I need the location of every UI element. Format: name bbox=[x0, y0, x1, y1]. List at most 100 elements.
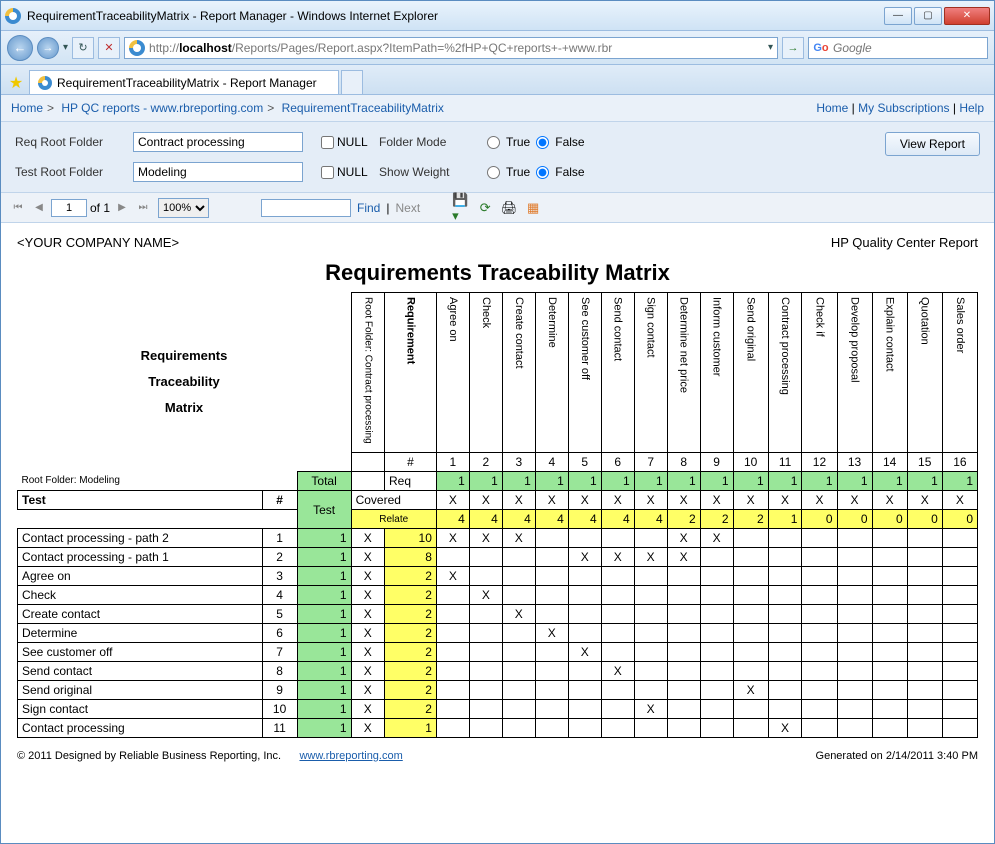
prev-page-button[interactable]: ◀ bbox=[30, 199, 48, 217]
url-host: localhost bbox=[179, 41, 232, 55]
test-root-input[interactable] bbox=[133, 162, 303, 182]
folder-mode-true[interactable] bbox=[487, 136, 500, 149]
parameter-panel: Req Root Folder NULL Folder Mode True Fa… bbox=[1, 122, 994, 193]
col-3: Create contact bbox=[502, 293, 535, 453]
last-page-button[interactable]: ⏭ bbox=[134, 199, 152, 217]
root-req-header: Root Folder: Contract processing bbox=[351, 293, 384, 453]
total-label: Total bbox=[297, 472, 351, 491]
stop-button[interactable]: ✕ bbox=[98, 37, 120, 59]
page-input[interactable] bbox=[51, 199, 87, 217]
table-row: Contact processing - path 211X10XXXXX bbox=[18, 529, 978, 548]
col-1: Agree on bbox=[436, 293, 469, 453]
view-report-button[interactable]: View Report bbox=[885, 132, 980, 156]
next-page-button[interactable]: ▶ bbox=[113, 199, 131, 217]
company-name: <YOUR COMPANY NAME> bbox=[17, 235, 179, 250]
favorites-icon[interactable]: ★ bbox=[5, 72, 27, 94]
col-11: Contract processing bbox=[768, 293, 802, 453]
search-box[interactable]: Go Google bbox=[808, 37, 988, 59]
col-6: Send contact bbox=[601, 293, 634, 453]
col-5: See customer off bbox=[568, 293, 601, 453]
report-body: <YOUR COMPANY NAME> HP Quality Center Re… bbox=[1, 223, 994, 744]
report-footer: © 2011 Designed by Reliable Business Rep… bbox=[1, 744, 994, 772]
link-help[interactable]: Help bbox=[959, 101, 984, 115]
url-prefix: http:// bbox=[149, 41, 179, 55]
address-bar[interactable]: http://localhost/Reports/Pages/Report.as… bbox=[124, 37, 778, 59]
refresh-report-icon[interactable]: ⟳ bbox=[476, 199, 494, 217]
navbar: ← → ▾ ↻ ✕ http://localhost/Reports/Pages… bbox=[1, 31, 994, 65]
top-links: Home | My Subscriptions | Help bbox=[816, 101, 984, 115]
feed-icon[interactable]: ▦ bbox=[524, 199, 542, 217]
col-16: Sales order bbox=[942, 293, 977, 453]
show-weight-false[interactable] bbox=[536, 166, 549, 179]
folder-mode-false[interactable] bbox=[536, 136, 549, 149]
find-link[interactable]: Find bbox=[357, 201, 380, 215]
show-weight-true[interactable] bbox=[487, 166, 500, 179]
col-7: Sign contact bbox=[634, 293, 667, 453]
col-12: Check if bbox=[802, 293, 837, 453]
refresh-button[interactable]: ↻ bbox=[72, 37, 94, 59]
export-icon[interactable]: 💾▾ bbox=[452, 199, 470, 217]
footer-link[interactable]: www.rbreporting.com bbox=[299, 750, 402, 762]
table-row: Check41X2X bbox=[18, 586, 978, 605]
page-of: of 1 bbox=[90, 201, 110, 215]
titlebar: RequirementTraceabilityMatrix - Report M… bbox=[1, 1, 994, 31]
link-home[interactable]: Home bbox=[816, 101, 848, 115]
col-14: Explain contact bbox=[872, 293, 907, 453]
minimize-button[interactable]: — bbox=[884, 7, 912, 25]
tab-icon bbox=[38, 76, 52, 90]
table-row: Sign contact101X2X bbox=[18, 700, 978, 719]
table-row: Contact processing111X1X bbox=[18, 719, 978, 738]
browser-tab[interactable]: RequirementTraceabilityMatrix - Report M… bbox=[29, 70, 339, 94]
corner-line3: Matrix bbox=[22, 395, 347, 421]
col-4: Determine bbox=[535, 293, 568, 453]
breadcrumb-folder[interactable]: HP QC reports - www.rbreporting.com bbox=[61, 101, 263, 115]
table-row: Send contact81X2X bbox=[18, 662, 978, 681]
generated-on: Generated on 2/14/2011 3:40 PM bbox=[816, 750, 978, 762]
new-tab-button[interactable] bbox=[341, 70, 363, 94]
find-input[interactable] bbox=[261, 199, 351, 217]
req-root-label: Req Root Folder bbox=[15, 135, 125, 149]
window-title: RequirementTraceabilityMatrix - Report M… bbox=[27, 9, 884, 23]
test-header: Test bbox=[18, 491, 263, 510]
corner-line1: Requirements bbox=[22, 343, 347, 369]
table-row: Contact processing - path 121X8XXXX bbox=[18, 548, 978, 567]
show-weight-label: Show Weight bbox=[379, 165, 479, 179]
content-area: Home> HP QC reports - www.rbreporting.co… bbox=[1, 95, 994, 843]
show-weight-radios: True False bbox=[487, 165, 585, 179]
report-system: HP Quality Center Report bbox=[831, 235, 978, 250]
req-root-null-checkbox[interactable] bbox=[321, 136, 334, 149]
first-page-button[interactable]: ⏮ bbox=[9, 199, 27, 217]
table-row: Determine61X2X bbox=[18, 624, 978, 643]
forward-button[interactable]: → bbox=[37, 37, 59, 59]
page-icon bbox=[129, 40, 145, 56]
back-button[interactable]: ← bbox=[7, 35, 33, 61]
table-row: Agree on31X2X bbox=[18, 567, 978, 586]
ie-icon bbox=[5, 8, 21, 24]
col-10: Send original bbox=[733, 293, 768, 453]
link-subscriptions[interactable]: My Subscriptions bbox=[858, 101, 949, 115]
test-root-label: Test Root Folder bbox=[15, 165, 125, 179]
dropdown-icon[interactable]: ▾ bbox=[63, 42, 68, 53]
close-button[interactable]: ✕ bbox=[944, 7, 990, 25]
url-rest: /Reports/Pages/Report.aspx?ItemPath=%2fH… bbox=[232, 41, 613, 55]
req-root-input[interactable] bbox=[133, 132, 303, 152]
breadcrumb-home[interactable]: Home bbox=[11, 101, 43, 115]
traceability-matrix: Requirements Traceability Matrix Root Fo… bbox=[17, 292, 978, 738]
zoom-select[interactable]: 100% bbox=[158, 198, 209, 218]
breadcrumb-report[interactable]: RequirementTraceabilityMatrix bbox=[282, 101, 444, 115]
breadcrumb: Home> HP QC reports - www.rbreporting.co… bbox=[11, 101, 444, 115]
print-icon[interactable]: 🖨 bbox=[500, 199, 518, 217]
test-root-null-checkbox[interactable] bbox=[321, 166, 334, 179]
copyright: © 2011 Designed by Reliable Business Rep… bbox=[17, 750, 281, 762]
table-row: Send original91X2X bbox=[18, 681, 978, 700]
col-8: Determine net price bbox=[667, 293, 700, 453]
folder-mode-label: Folder Mode bbox=[379, 135, 479, 149]
maximize-button[interactable]: ▢ bbox=[914, 7, 942, 25]
google-icon: Go bbox=[813, 40, 829, 56]
go-button[interactable]: → bbox=[782, 37, 804, 59]
col-requirement: Requirement bbox=[384, 293, 436, 453]
tab-title: RequirementTraceabilityMatrix - Report M… bbox=[57, 76, 317, 90]
tabs-bar: ★ RequirementTraceabilityMatrix - Report… bbox=[1, 65, 994, 95]
null-label-1: NULL bbox=[337, 135, 368, 149]
col-15: Quotation bbox=[907, 293, 942, 453]
